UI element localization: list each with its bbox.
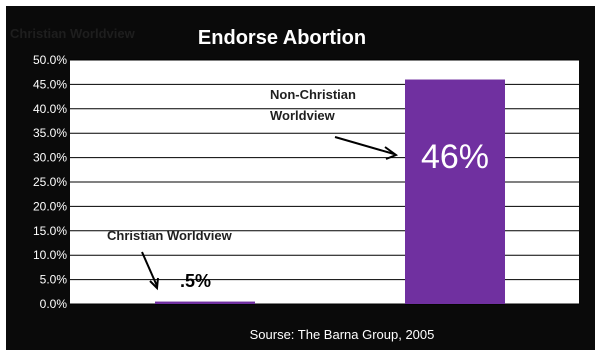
chart-title: Endorse Abortion [198,27,366,49]
y-tick-label: 25.0% [33,175,67,189]
y-tick-label: 35.0% [33,126,67,140]
y-tick-label: 10.0% [33,248,67,262]
nonchristian-arrowhead [384,146,399,160]
nonchristian-arrow [334,136,395,155]
y-tick-label: 15.0% [33,224,67,238]
nonchristian-annotation-line2: Worldview [270,108,336,123]
bar-christian [155,301,255,304]
y-tick-labels: 0.0% 5.0% 10.0% 15.0% 20.0% 25.0% 30.0% 35.0% 40… [33,53,67,311]
bar-non-christian [405,79,505,305]
christian-value-label: .5% [180,271,211,291]
nonchristian-value-label: 46% [421,138,489,176]
nonchristian-annotation-line1: Non-Christian [270,87,356,102]
bars [155,79,505,305]
christian-arrowhead [149,277,159,291]
y-tick-label: 0.0% [40,297,68,311]
y-tick-label: 30.0% [33,151,67,165]
christian-annotation-label: Christian Worldview [107,228,233,243]
y-tick-label: 40.0% [33,102,67,116]
christian-arrow [141,251,158,287]
y-tick-label: 45.0% [33,77,67,91]
y-tick-label: 50.0% [33,53,67,67]
y-tick-label: 5.0% [40,273,68,287]
y-tick-label: 20.0% [33,199,67,213]
ghost-label: Christian Worldview [10,26,136,41]
source-caption: Sourse: The Barna Group, 2005 [250,327,435,342]
